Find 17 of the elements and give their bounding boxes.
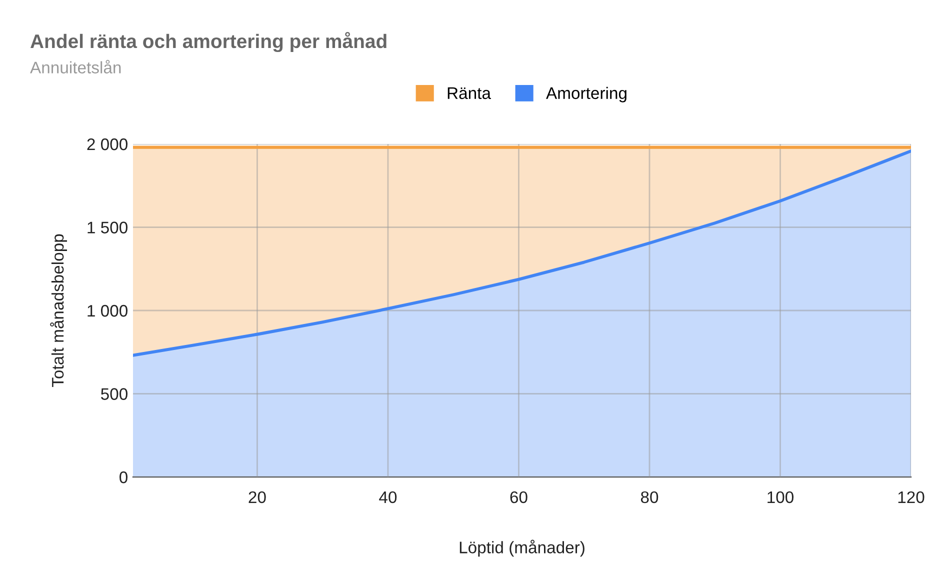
- x-tick-label: 20: [248, 491, 266, 504]
- x-tick-label: 100: [768, 491, 794, 504]
- y-tick-label: 2 000: [87, 138, 128, 150]
- legend-label: Ränta: [448, 87, 491, 100]
- chart-subtitle: Annuitetslån: [30, 60, 121, 74]
- y-tick-label: 500: [101, 388, 128, 400]
- x-tick-label: 40: [379, 491, 397, 504]
- y-axis-title: Totalt månadsbelopp: [50, 234, 67, 388]
- y-tick-label: 0: [120, 471, 128, 484]
- chart-title: Andel ränta och amortering per månad: [30, 32, 386, 52]
- y-tick-label: 1 000: [88, 304, 128, 317]
- x-axis-title: Löptid (månader): [460, 540, 584, 557]
- x-tick-label: 80: [640, 491, 658, 504]
- legend-label: Amortering: [546, 86, 626, 102]
- x-tick-label: 120: [898, 491, 924, 504]
- y-tick-label: 1 500: [88, 222, 128, 234]
- x-tick-label: 60: [510, 491, 528, 504]
